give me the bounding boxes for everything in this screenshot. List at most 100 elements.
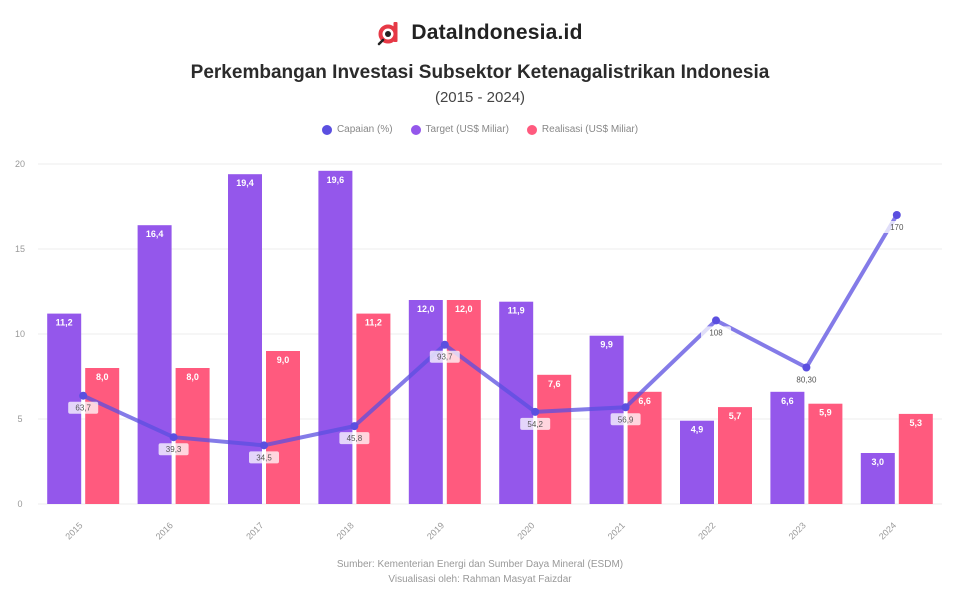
x-tick-label: 2022 bbox=[696, 520, 717, 541]
source-note: Sumber: Kementerian Energi dan Sumber Da… bbox=[0, 557, 960, 587]
chart-legend: Capaian (%) Target (US$ Miliar) Realisas… bbox=[0, 124, 960, 135]
bar-target[interactable] bbox=[137, 225, 172, 504]
data-label-capaian: 39,3 bbox=[166, 445, 182, 454]
legend-item-capaian[interactable]: Capaian (%) bbox=[321, 124, 393, 135]
y-tick-label: 15 bbox=[15, 244, 25, 254]
data-label-realisasi: 8,0 bbox=[96, 372, 109, 382]
legend-swatch-target bbox=[410, 124, 421, 135]
data-label-bg-capaian bbox=[429, 350, 460, 363]
legend-item-realisasi[interactable]: Realisasi (US$ Miliar) bbox=[526, 124, 639, 135]
data-label-capaian: 93,7 bbox=[437, 353, 453, 362]
data-label-bg-capaian bbox=[520, 417, 551, 430]
x-tick-label: 2020 bbox=[515, 520, 536, 541]
bar-realisasi[interactable] bbox=[808, 403, 843, 504]
data-label-realisasi: 7,6 bbox=[548, 379, 561, 389]
data-label-bg-capaian bbox=[701, 326, 731, 339]
data-label-target: 12,0 bbox=[417, 304, 435, 314]
point-capaian[interactable] bbox=[621, 403, 630, 412]
bar-target[interactable] bbox=[860, 453, 895, 504]
bar-realisasi[interactable] bbox=[85, 368, 120, 504]
data-label-realisasi: 11,2 bbox=[365, 318, 382, 328]
data-label-realisasi: 8,0 bbox=[186, 372, 199, 382]
data-label-capaian: 170 bbox=[890, 223, 904, 232]
legend-swatch-realisasi bbox=[526, 124, 537, 135]
data-label-bg-capaian bbox=[68, 401, 99, 414]
chart-title: Perkembangan Investasi Subsektor Ketenag… bbox=[190, 62, 770, 83]
line-capaian[interactable] bbox=[82, 213, 899, 448]
point-capaian[interactable] bbox=[440, 340, 449, 349]
source-line: Sumber: Kementerian Energi dan Sumber Da… bbox=[336, 559, 624, 570]
data-label-realisasi: 5,9 bbox=[819, 408, 832, 418]
legend-swatch-capaian bbox=[321, 124, 332, 135]
y-tick-label: 20 bbox=[15, 159, 25, 169]
point-capaian[interactable] bbox=[892, 211, 901, 219]
data-label-bg-capaian bbox=[249, 451, 279, 464]
x-tick-label: 2021 bbox=[606, 520, 627, 541]
data-label-target: 9,9 bbox=[600, 340, 613, 350]
data-label-target: 19,4 bbox=[236, 178, 254, 188]
point-capaian[interactable] bbox=[531, 407, 540, 416]
bar-realisasi[interactable] bbox=[718, 407, 752, 504]
data-label-capaian: 56,9 bbox=[618, 415, 634, 424]
data-label-bg-capaian bbox=[791, 373, 822, 386]
data-label-capaian: 34,5 bbox=[256, 453, 272, 462]
point-capaian[interactable] bbox=[350, 422, 359, 431]
x-tick-label: 2016 bbox=[154, 520, 175, 541]
data-labels: 11,2 8,0 16,4 8,0 19,4 9,0 19,6 11,2 12,0 12,0 11,… bbox=[56, 175, 922, 467]
data-label-bg-capaian bbox=[158, 443, 189, 456]
bar-realisasi[interactable] bbox=[446, 300, 481, 504]
data-label-target: 3,0 bbox=[872, 457, 885, 467]
data-label-target: 4,9 bbox=[691, 425, 704, 435]
bar-target[interactable] bbox=[228, 174, 262, 504]
point-capaian[interactable] bbox=[260, 441, 268, 450]
bar-realisasi[interactable] bbox=[537, 374, 572, 504]
point-capaian[interactable] bbox=[712, 316, 720, 325]
chart-subtitle: (2015 - 2024) bbox=[434, 89, 526, 106]
data-label-bg-capaian bbox=[881, 221, 912, 233]
x-tick-label: 2017 bbox=[244, 520, 265, 541]
d-magnifier-logo-icon bbox=[378, 22, 398, 46]
point-capaian[interactable] bbox=[169, 433, 178, 442]
y-tick-label: 0 bbox=[17, 499, 22, 509]
bar-target[interactable] bbox=[318, 170, 353, 505]
data-label-target: 11,9 bbox=[508, 306, 525, 316]
combo-chart: 11,2 8,0 16,4 8,0 19,4 9,0 19,6 11,2 12,0 12,0 11,… bbox=[15, 159, 942, 542]
data-label-realisasi: 6,6 bbox=[638, 396, 651, 406]
bar-realisasi[interactable] bbox=[627, 391, 662, 504]
data-label-capaian: 54,2 bbox=[527, 420, 543, 429]
bar-target[interactable] bbox=[770, 391, 805, 504]
bar-realisasi[interactable] bbox=[266, 351, 300, 504]
legend-item-target[interactable]: Target (US$ Miliar) bbox=[410, 124, 509, 135]
x-tick-label: 2019 bbox=[425, 520, 446, 541]
brand-name: DataIndonesia.id bbox=[411, 21, 583, 44]
data-label-capaian: 63,7 bbox=[75, 404, 91, 413]
data-label-target: 16,4 bbox=[146, 229, 164, 239]
legend-label-realisasi: Realisasi (US$ Miliar) bbox=[541, 124, 639, 135]
data-label-realisasi: 9,0 bbox=[277, 355, 290, 365]
brand-header: DataIndonesia.id bbox=[0, 20, 960, 46]
data-label-capaian: 45,8 bbox=[347, 434, 363, 443]
x-tick-label: 2015 bbox=[63, 520, 84, 541]
line-series bbox=[79, 211, 901, 450]
bar-target[interactable] bbox=[408, 300, 443, 504]
data-label-realisasi: 12,0 bbox=[455, 304, 473, 314]
x-tick-label: 2024 bbox=[877, 520, 898, 541]
data-label-capaian: 108 bbox=[709, 328, 723, 337]
bar-target[interactable] bbox=[680, 420, 714, 504]
bar-realisasi[interactable] bbox=[898, 413, 933, 504]
legend-label-capaian: Capaian (%) bbox=[336, 124, 393, 135]
x-tick-label: 2018 bbox=[335, 520, 356, 541]
data-label-realisasi: 5,3 bbox=[910, 418, 923, 428]
legend-label-target: Target (US$ Miliar) bbox=[425, 124, 509, 135]
point-capaian[interactable] bbox=[79, 391, 88, 400]
point-capaian[interactable] bbox=[802, 363, 811, 372]
data-label-target: 11,2 bbox=[56, 318, 73, 328]
x-tick-label: 2023 bbox=[787, 520, 808, 541]
data-label-capaian: 80,30 bbox=[796, 375, 817, 384]
bar-target[interactable] bbox=[499, 301, 534, 504]
credit-line: Visualisasi oleh: Rahman Masyat Faizdar bbox=[388, 574, 572, 585]
data-label-realisasi: 5,7 bbox=[729, 411, 742, 421]
bar-series bbox=[47, 170, 933, 505]
y-tick-label: 5 bbox=[17, 414, 22, 424]
